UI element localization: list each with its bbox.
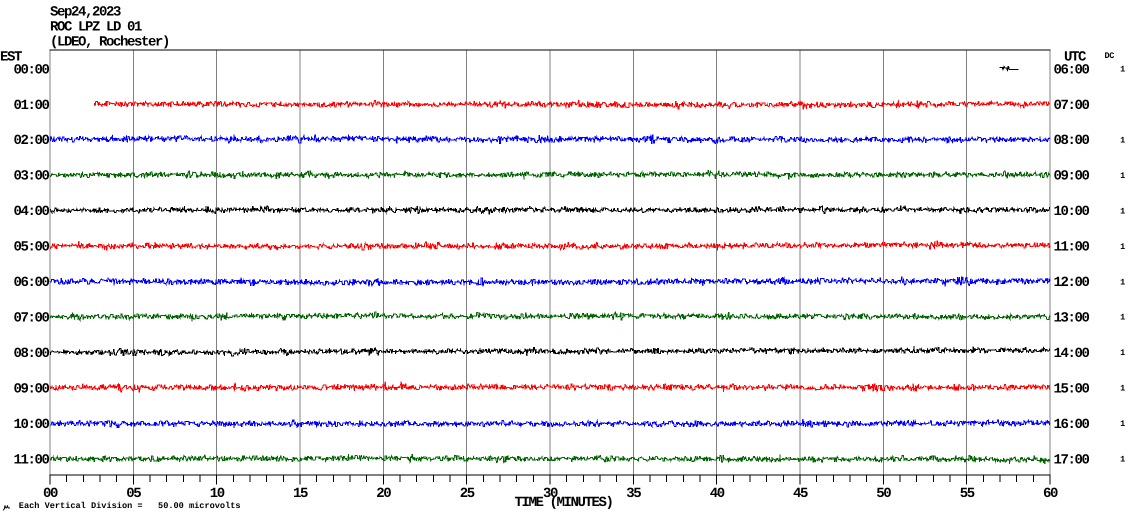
svg-text:UTC: UTC <box>1064 50 1087 66</box>
svg-text:30: 30 <box>543 486 558 502</box>
svg-text:60: 60 <box>1043 486 1058 502</box>
svg-text:50: 50 <box>876 486 891 502</box>
svg-text:15: 15 <box>293 486 308 502</box>
svg-text:06:00: 06:00 <box>1054 62 1090 78</box>
svg-text:13:00: 13:00 <box>1054 311 1090 327</box>
svg-text:10:00: 10:00 <box>13 417 49 433</box>
svg-text:10:00: 10:00 <box>1054 204 1090 220</box>
svg-text:00: 00 <box>43 486 58 502</box>
svg-text:11:00: 11:00 <box>13 452 49 468</box>
svg-text:1: 1 <box>1120 135 1125 145</box>
svg-text:DC: DC <box>1105 51 1115 61</box>
svg-text:Each Vertical Division = 50.: Each Vertical Division = 50.00 microvolt… <box>19 501 241 511</box>
svg-text:1: 1 <box>1120 313 1125 323</box>
svg-text:07:00: 07:00 <box>13 311 49 327</box>
svg-text:1: 1 <box>1120 419 1125 429</box>
svg-text:10: 10 <box>210 486 225 502</box>
svg-text:1: 1 <box>1120 171 1125 181</box>
svg-text:20: 20 <box>376 486 391 502</box>
svg-text:04:00: 04:00 <box>13 204 49 220</box>
svg-text:35: 35 <box>626 486 641 502</box>
svg-text:05: 05 <box>126 486 141 502</box>
svg-text:12:00: 12:00 <box>1054 275 1090 291</box>
svg-text:55: 55 <box>960 486 975 502</box>
svg-text:06:00: 06:00 <box>13 275 49 291</box>
svg-text:08:00: 08:00 <box>1054 133 1090 149</box>
svg-text:05:00: 05:00 <box>13 240 49 256</box>
svg-text:(LDEO, Rochester): (LDEO, Rochester) <box>50 35 169 51</box>
svg-text:1: 1 <box>1120 242 1125 252</box>
svg-text:16:00: 16:00 <box>1054 417 1090 433</box>
svg-text:EST: EST <box>0 50 22 66</box>
svg-text:45: 45 <box>793 486 808 502</box>
svg-text:00:00: 00:00 <box>13 62 49 78</box>
svg-text:07:00: 07:00 <box>1054 98 1090 114</box>
svg-text:25: 25 <box>460 486 475 502</box>
svg-text:17:00: 17:00 <box>1054 452 1090 468</box>
svg-text:15:00: 15:00 <box>1054 381 1090 397</box>
svg-text:TIME (MINUTES): TIME (MINUTES) <box>514 495 612 511</box>
svg-text:1: 1 <box>1120 348 1125 358</box>
svg-text:1: 1 <box>1120 277 1125 287</box>
svg-text:02:00: 02:00 <box>13 133 49 149</box>
svg-text:03:00: 03:00 <box>13 169 49 185</box>
svg-text:11:00: 11:00 <box>1054 240 1090 256</box>
svg-text:1: 1 <box>1120 206 1125 216</box>
svg-text:14:00: 14:00 <box>1054 346 1090 362</box>
svg-text:Sep24,2023: Sep24,2023 <box>50 5 121 21</box>
svg-text:ROC LPZ LD 01: ROC LPZ LD 01 <box>50 20 142 36</box>
svg-text:1: 1 <box>1120 65 1125 75</box>
svg-text:08:00: 08:00 <box>13 346 49 362</box>
svg-text:09:00: 09:00 <box>13 381 49 397</box>
svg-text:40: 40 <box>710 486 725 502</box>
svg-text:09:00: 09:00 <box>1054 169 1090 185</box>
svg-text:1: 1 <box>1120 455 1125 465</box>
svg-text:01:00: 01:00 <box>13 98 49 114</box>
svg-text:1: 1 <box>1120 384 1125 394</box>
